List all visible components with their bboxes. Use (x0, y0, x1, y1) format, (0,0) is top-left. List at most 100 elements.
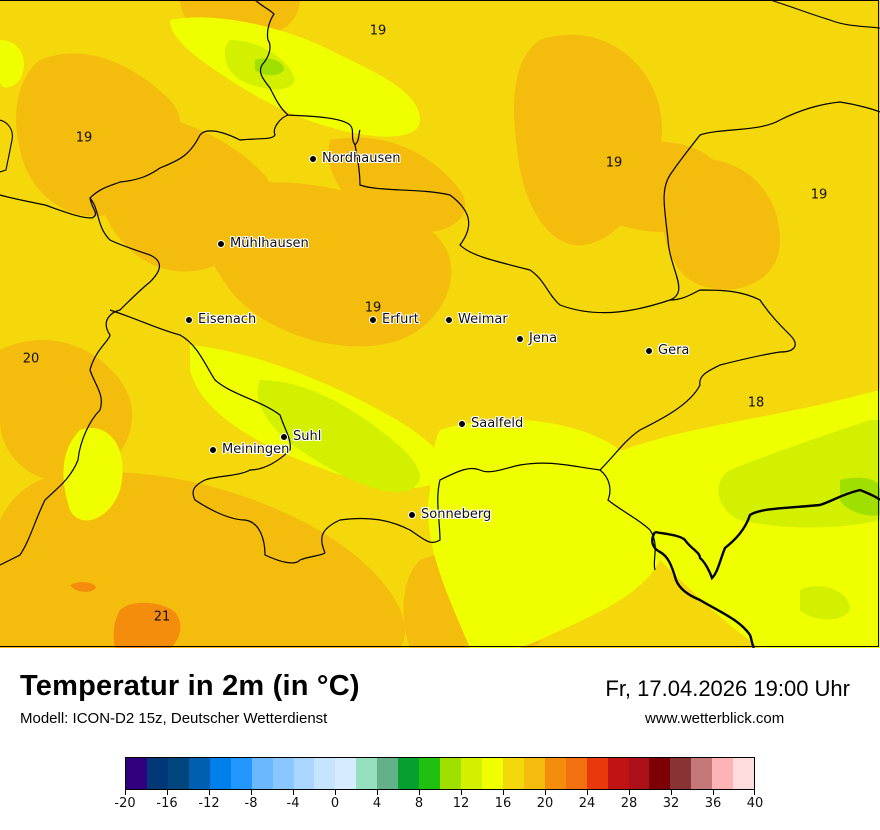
legend-swatch (335, 758, 357, 789)
city-marker[interactable]: Saalfeld (458, 416, 523, 431)
legend-swatch (733, 758, 755, 789)
legend-swatch (126, 758, 147, 789)
legend-tick-label: 4 (372, 796, 382, 811)
legend-tick (377, 790, 378, 795)
legend-swatch (607, 758, 629, 789)
temperature-value: 19 (75, 130, 93, 146)
city-marker[interactable]: Jena (516, 331, 557, 346)
map-title: Temperatur in 2m (in °C) (20, 670, 360, 702)
legend-swatch (649, 758, 671, 789)
legend-swatch (419, 758, 441, 789)
temperature-value: 19 (364, 300, 382, 316)
legend-tick (671, 790, 672, 795)
city-name: Suhl (293, 429, 322, 444)
valid-datetime: Fr, 17.04.2026 19:00 Uhr (605, 676, 850, 701)
city-name: Weimar (458, 312, 508, 327)
city-name: Nordhausen (322, 151, 401, 166)
legend-swatch (209, 758, 231, 789)
legend-swatch (293, 758, 315, 789)
color-legend (125, 757, 755, 790)
legend-tick-label: 0 (330, 796, 340, 811)
city-marker[interactable]: Eisenach (185, 312, 256, 327)
city-dot-icon (458, 419, 466, 428)
legend-tick (335, 790, 336, 795)
legend-ticks: -20 -16 -12 -8 -4 0 4 8 12 16 20 24 28 32 36 40 (114, 790, 763, 820)
legend-swatch (398, 758, 420, 789)
legend-tick-label: -16 (156, 796, 178, 811)
city-dot-icon (209, 445, 217, 454)
website-link[interactable]: www.wetterblick.com (645, 710, 785, 727)
city-name: Meiningen (222, 442, 290, 457)
legend-tick-label: 32 (662, 796, 680, 811)
city-marker[interactable]: Sonneberg (408, 507, 491, 522)
legend-tick-label: 36 (704, 796, 722, 811)
legend-tick (419, 790, 420, 795)
legend-tick-label: -4 (286, 796, 300, 811)
legend-tick (125, 790, 126, 795)
legend-tick (503, 790, 504, 795)
legend-tick (251, 790, 252, 795)
legend-swatch (544, 758, 566, 789)
legend-tick (293, 790, 294, 795)
city-marker[interactable]: Suhl (280, 429, 321, 444)
city-dot-icon (280, 432, 288, 441)
city-name: Jena (529, 331, 558, 346)
legend-swatch (481, 758, 503, 789)
city-marker[interactable]: Meiningen (209, 442, 289, 457)
city-dot-icon (217, 239, 225, 248)
legend-tick-label: 20 (536, 796, 554, 811)
legend-tick-label: -20 (114, 796, 136, 811)
legend-tick-label: -8 (244, 796, 258, 811)
legend-tick-label: 24 (578, 796, 596, 811)
legend-tick-label: 40 (746, 796, 764, 811)
city-marker[interactable]: Weimar (445, 312, 508, 327)
city-marker[interactable]: Nordhausen (309, 151, 401, 166)
legend-swatch (628, 758, 650, 789)
city-marker[interactable]: Erfurt (369, 312, 419, 327)
temperature-value: 20 (22, 351, 40, 367)
legend-tick (587, 790, 588, 795)
temperature-value: 19 (369, 23, 387, 39)
legend-swatch (314, 758, 336, 789)
legend-tick-label: 12 (452, 796, 470, 811)
legend-tick-label: 16 (494, 796, 512, 811)
city-name: Erfurt (382, 312, 419, 327)
legend-swatch (440, 758, 461, 789)
legend-tick (209, 790, 210, 795)
city-dot-icon (309, 154, 317, 163)
legend-tick (461, 790, 462, 795)
legend-tick-label: 28 (620, 796, 638, 811)
legend-tick (754, 790, 755, 795)
legend-tick-label: -12 (198, 796, 220, 811)
temperature-map[interactable]: 19 19 19 19 19 20 18 21 Nordhausen Mühlhausen Eis… (0, 0, 880, 648)
model-subtitle: Modell: ICON-D2 15z, Deutscher Wetterdie… (20, 710, 328, 727)
legend-swatch (502, 758, 524, 789)
city-dot-icon (516, 334, 524, 343)
legend-swatch (356, 758, 378, 789)
legend-swatch (691, 758, 713, 789)
legend-swatch (670, 758, 692, 789)
city-dot-icon (645, 346, 653, 355)
legend-tick-label: 8 (414, 796, 424, 811)
legend-swatch (712, 758, 734, 789)
temperature-value: 18 (747, 395, 765, 411)
legend-swatch (167, 758, 189, 789)
legend-swatch (377, 758, 399, 789)
legend-swatch (230, 758, 252, 789)
legend-swatch (523, 758, 545, 789)
city-dot-icon (369, 315, 377, 324)
legend-tick (167, 790, 168, 795)
map-field (0, 0, 880, 648)
legend-swatch (461, 758, 482, 789)
legend-tick (713, 790, 714, 795)
city-marker[interactable]: Mühlhausen (217, 236, 309, 251)
city-marker[interactable]: Gera (645, 343, 689, 358)
city-name: Eisenach (198, 312, 257, 327)
city-name: Gera (658, 343, 690, 358)
legend-swatch (251, 758, 273, 789)
city-name: Mühlhausen (230, 236, 309, 251)
legend-tick (629, 790, 630, 795)
city-dot-icon (445, 315, 453, 324)
legend-tick (545, 790, 546, 795)
temperature-value: 19 (810, 187, 828, 203)
